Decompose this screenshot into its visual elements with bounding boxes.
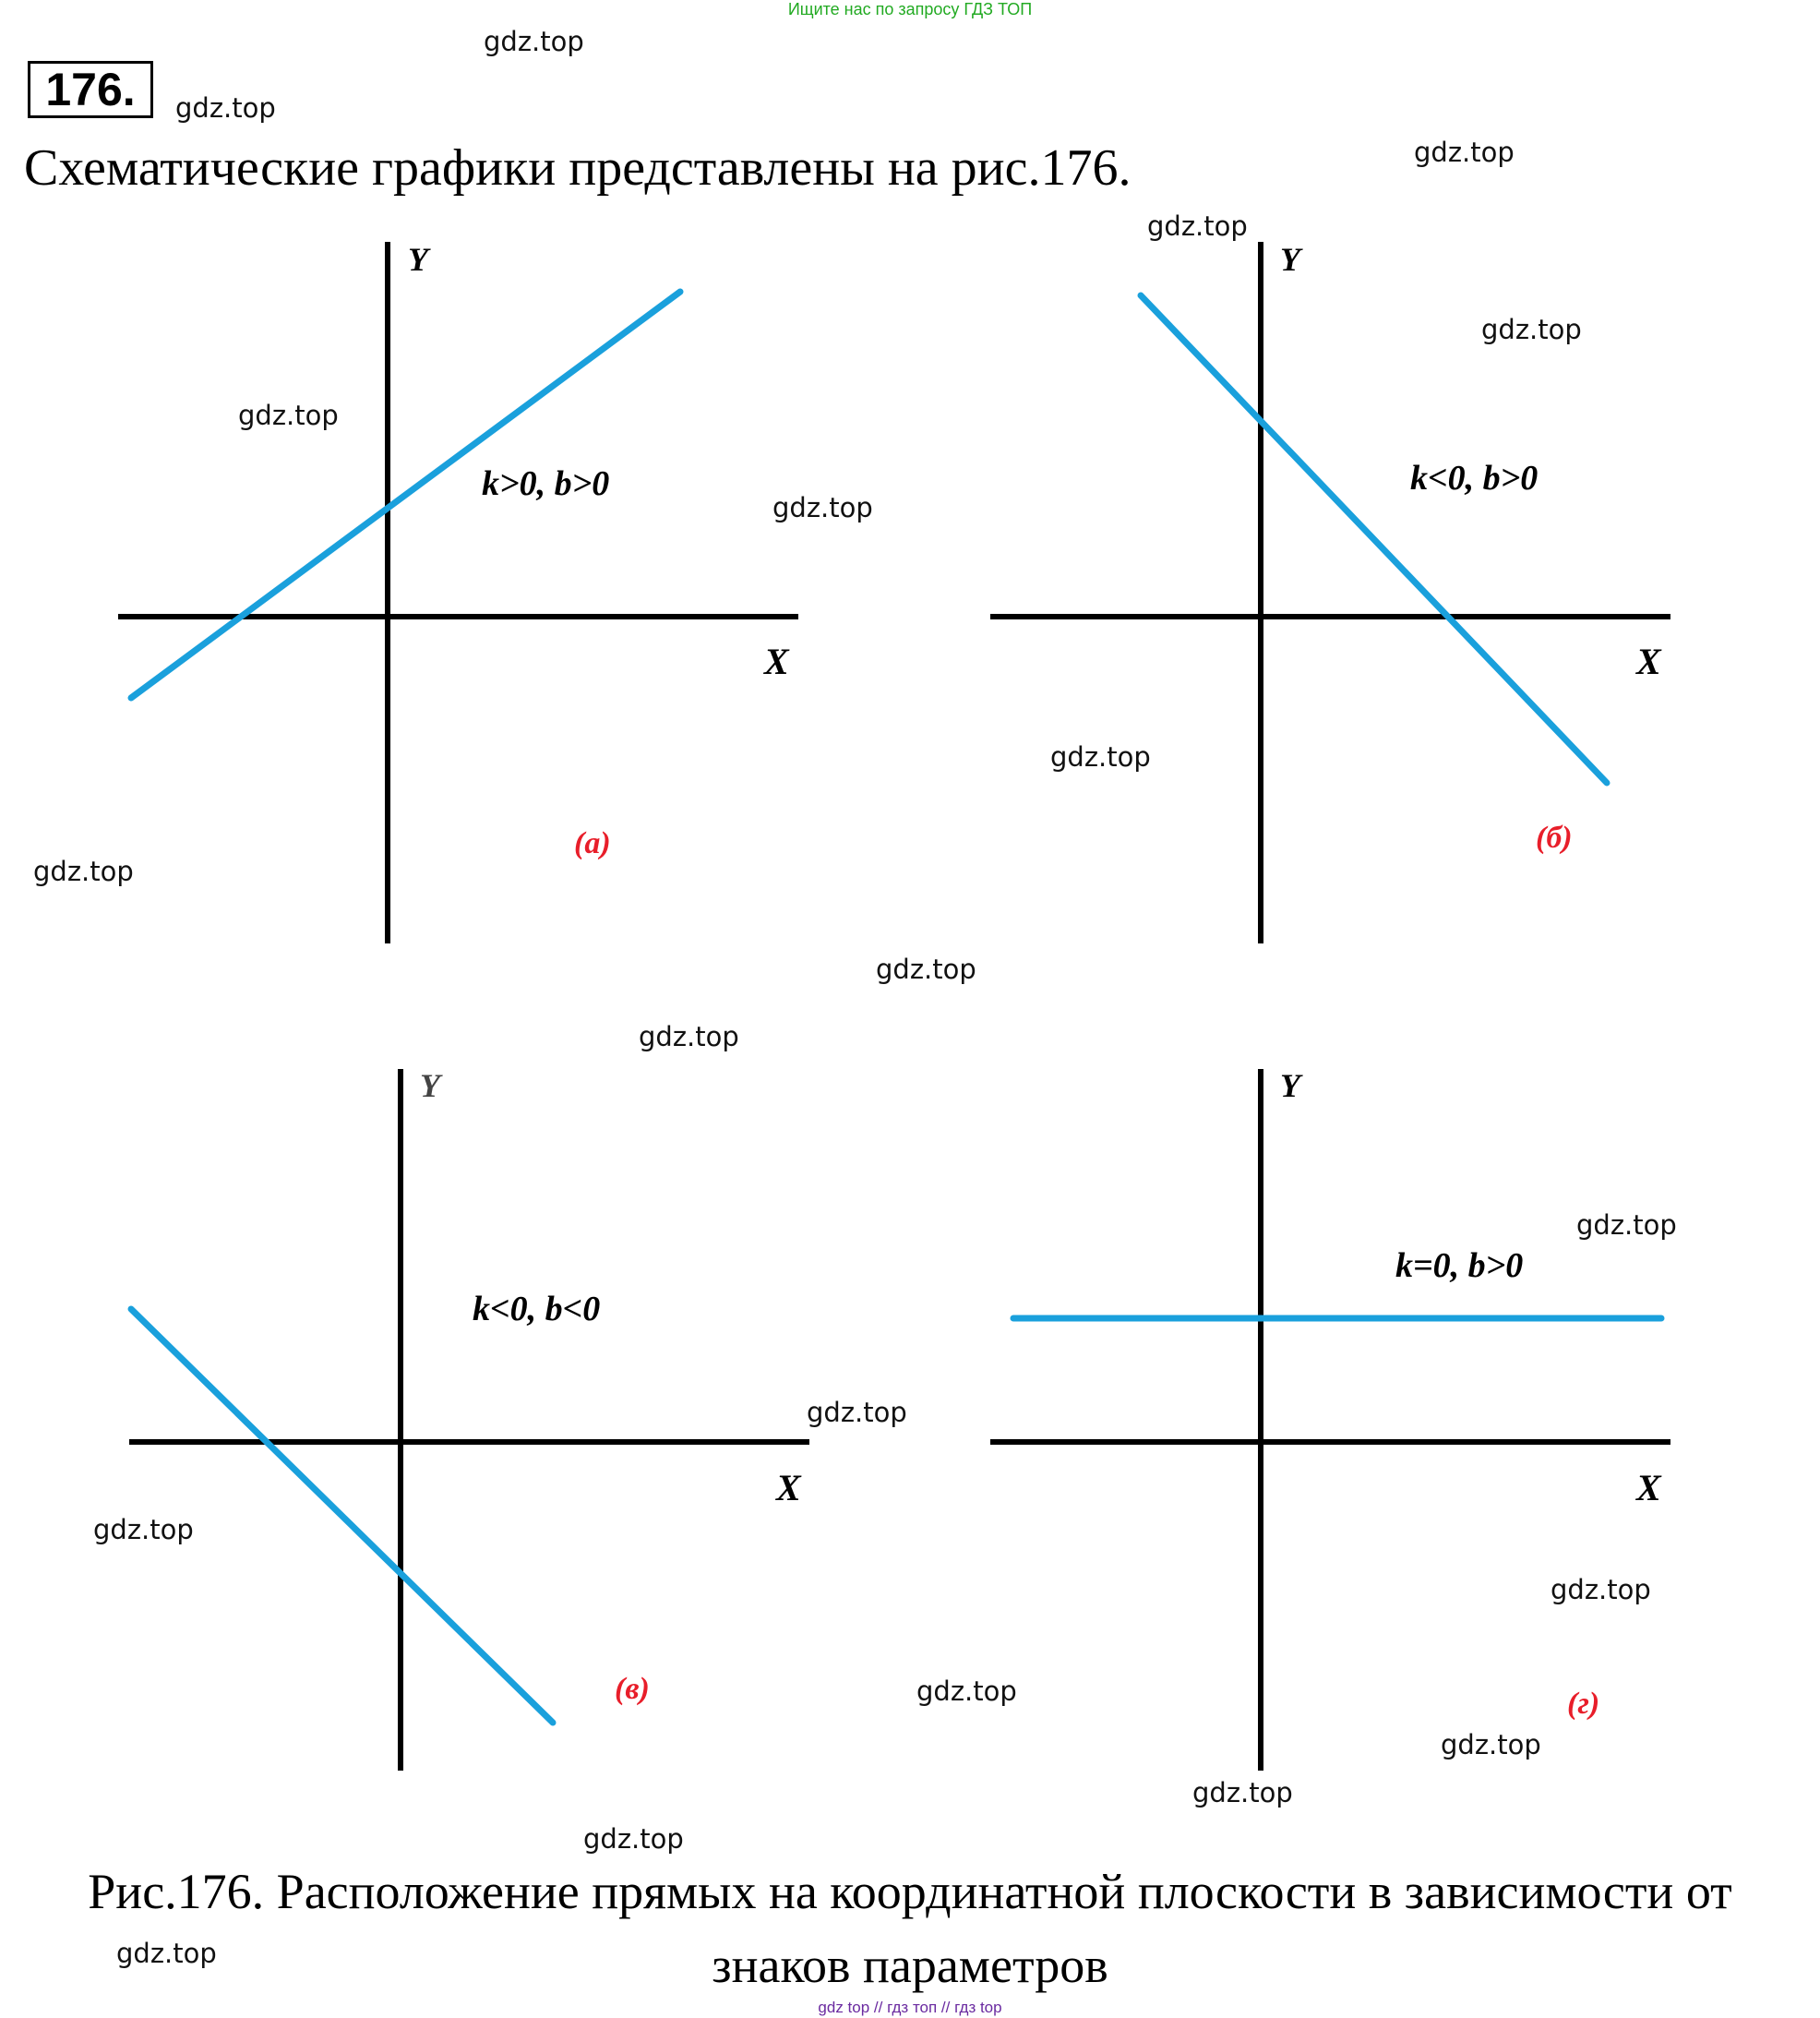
watermark: gdz.top	[876, 954, 976, 985]
watermark: gdz.top	[93, 1514, 194, 1545]
watermark: gdz.top	[916, 1676, 1017, 1707]
figure-caption-line2: знаков параметров	[712, 1938, 1108, 1993]
graph-g-y-axis-label: Y	[1280, 1067, 1303, 1104]
graph-b: Y X k<0, b>0 (б)	[990, 241, 1670, 943]
watermark: gdz.top	[807, 1397, 907, 1428]
watermark: gdz.top	[1576, 1209, 1677, 1241]
graph-g: Y X k=0, b>0 (г)	[990, 1067, 1670, 1771]
watermark: gdz.top	[1481, 314, 1582, 345]
task-number: 176.	[28, 61, 153, 118]
graph-v-function-line	[127, 1305, 557, 1726]
graph-a-function-line	[127, 288, 684, 702]
graph-g-panel-label: (г)	[1567, 1687, 1599, 1721]
footer-links[interactable]: gdz top // гдз топ // гдз top	[818, 1999, 1002, 2016]
figure-caption-line1: Рис.176. Расположение прямых на координа…	[88, 1864, 1732, 1919]
watermark: gdz.top	[583, 1823, 684, 1855]
graph-a-condition: k>0, b>0	[482, 464, 609, 503]
graph-a: Y X k>0, b>0 (а)	[118, 241, 798, 943]
watermark: gdz.top	[1551, 1574, 1651, 1605]
graph-v-y-axis-label: Y	[420, 1067, 443, 1104]
graph-a-y-axis-label: Y	[408, 241, 431, 278]
graph-v-condition: k<0, b<0	[473, 1290, 600, 1328]
graph-a-x-axis-label: X	[762, 641, 790, 682]
watermark: gdz.top	[175, 92, 276, 124]
graph-g-condition: k=0, b>0	[1395, 1246, 1523, 1285]
graph-b-function-line	[1137, 292, 1610, 787]
graph-b-x-axis-label: X	[1634, 641, 1662, 682]
graph-v: Y X k<0, b<0 (в)	[127, 1067, 809, 1771]
graph-b-y-axis-label: Y	[1280, 241, 1303, 278]
watermark: gdz.top	[116, 1938, 217, 1969]
search-hint-link[interactable]: Ищите нас по запросу ГДЗ ТОП	[787, 0, 1033, 18]
watermark: gdz.top	[1050, 741, 1151, 773]
watermark: gdz.top	[238, 400, 339, 431]
graph-b-condition: k<0, b>0	[1410, 459, 1538, 498]
intro-text: Схематические графики представлены на ри…	[24, 139, 1132, 197]
graph-v-x-axis-label: X	[774, 1467, 802, 1508]
graph-b-panel-label: (б)	[1536, 821, 1573, 855]
graph-a-panel-label: (а)	[574, 826, 611, 860]
watermark: gdz.top	[1192, 1777, 1293, 1808]
watermark: gdz.top	[1441, 1729, 1541, 1760]
watermark: gdz.top	[639, 1021, 739, 1052]
graph-v-panel-label: (в)	[615, 1672, 650, 1706]
graph-g-x-axis-label: X	[1634, 1467, 1662, 1508]
watermark: gdz.top	[772, 492, 873, 523]
watermark: gdz.top	[484, 26, 584, 57]
watermark: gdz.top	[33, 856, 134, 887]
watermark: gdz.top	[1147, 210, 1248, 242]
watermark: gdz.top	[1414, 137, 1515, 168]
